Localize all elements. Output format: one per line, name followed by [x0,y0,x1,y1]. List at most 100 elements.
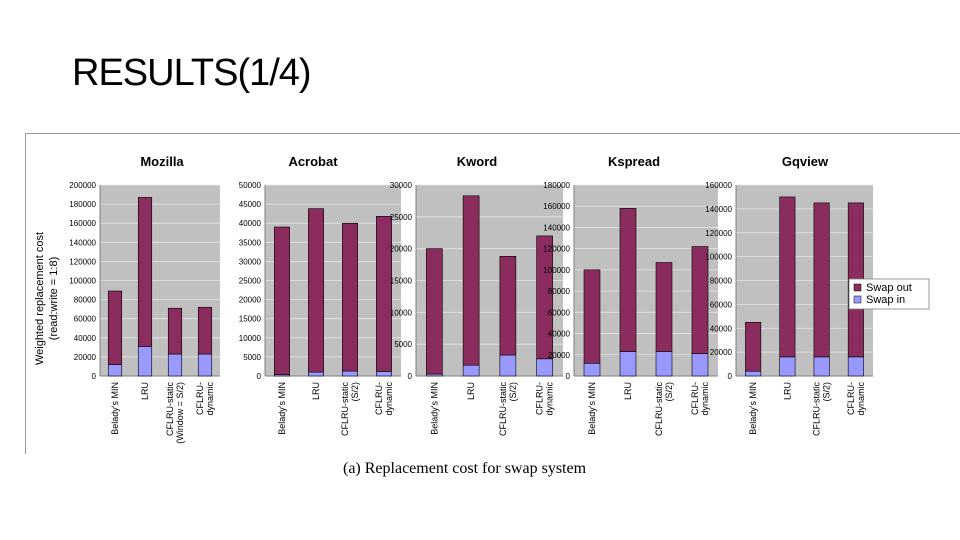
x-tick-label: CFLRU-dynamic [535,382,555,416]
bar-swap-in [655,351,673,377]
bar-swap-out [462,195,480,366]
y-tick-label: 15000 [239,315,262,324]
bar-swap-in [583,362,601,377]
bar-swap-out [426,248,443,375]
x-tick-label-line: CFLRU- [195,382,205,415]
chart-acrobat: Acrobat 0 5000 10000 15000 20000 25000 30000 350… [239,154,401,436]
y-tick-label: 20000 [74,353,97,362]
x-tick-label: LRU [140,382,150,400]
bar-swap-out [499,256,517,356]
y-tick-label: 80000 [710,277,733,286]
x-tick-label-line: LRU [311,382,321,400]
page-title: RESULTS(1/4) [72,52,312,94]
y-tick-label: 25000 [239,277,262,286]
y-tick-label: 100000 [69,277,96,286]
y-tick-label: 120000 [69,257,96,266]
figure-panel: Weighted replacement cost (read:write = 1… [25,133,960,454]
x-tick-label-line: (Window = S/2) [175,382,185,444]
y-tick-label: 140000 [543,223,570,232]
y-tick-label: 160000 [69,219,96,228]
x-tick-label-line: CFLRU- [535,382,545,415]
y-tick-label: 30000 [239,257,262,266]
y-tick-label: 140000 [69,238,96,247]
bar-swap-in [691,353,709,377]
y-tick-label: 40000 [548,330,571,339]
x-tick-label-line: CFLRU- [374,382,384,415]
x-tick-label-line: dynamic [384,382,394,416]
bar-swap-out [308,208,324,373]
y-tick-label: 140000 [705,205,732,214]
bar-swap-in [619,351,637,377]
bar-swap-out [137,197,153,347]
x-tick-label-line: LRU [466,382,476,400]
x-tick-label-line: (S/2) [508,382,518,402]
chart-title: Acrobat [288,154,338,169]
bar-swap-out [655,262,673,352]
chart-kword: Kword 0 5000 10000 15000 20000 25000 30000 Belad… [390,154,563,436]
y-tick-label: 15000 [390,277,413,286]
bar-swap-out [691,246,709,355]
y-tick-label: 35000 [239,238,262,247]
bar-swap-in [813,356,830,377]
x-tick-label-line: Belady's MIN [110,382,120,435]
bar-swap-in [197,353,213,377]
bar-swap-in [779,356,796,377]
x-tick-label: CFLRU-dynamic [374,382,394,416]
legend-swatch-swap-in [853,295,862,304]
replacement-cost-charts: Weighted replacement cost (read:write = 1… [34,154,930,444]
bar-swap-in [107,364,123,377]
bar-swap-out [779,196,796,358]
y-tick-label: 60000 [548,308,571,317]
chart-title: Kword [457,154,498,169]
bar-swap-out [813,202,830,358]
y-tick-label: 60000 [710,300,733,309]
y-tick-label: 0 [728,372,733,381]
x-tick-label: CFLRU-dynamic [195,382,215,416]
x-tick-label: CFLRU-static (S/2) [340,382,360,437]
y-tick-label: 20000 [548,351,571,360]
bar-swap-out [342,222,358,372]
y-tick-label: 20000 [710,348,733,357]
legend-label-swap-in: Swap in [866,294,905,306]
x-tick-label-line: CFLRU- [846,382,856,415]
bar-swap-out [274,226,290,375]
y-tick-label: 200000 [69,181,96,190]
legend-swatch-swap-out [853,283,862,292]
y-tick-label: 60000 [74,315,97,324]
chart-mozilla: Mozilla 0 20000 40000 60000 80000 100000 120000… [69,154,220,444]
x-tick-label-line: dynamic [700,382,710,416]
x-tick-label-line: (S/2) [350,382,360,402]
y-tick-label: 40000 [74,334,97,343]
y-tick-label: 0 [92,372,97,381]
y-tick-label: 100000 [543,266,570,275]
y-tick-label: 120000 [705,229,732,238]
x-tick-label: LRU [623,382,633,400]
legend-box [848,278,930,310]
figure-caption: (a) Replacement cost for swap system [343,460,587,477]
bar-swap-out [107,290,123,365]
y-tick-label: 0 [257,372,262,381]
y-tick-label: 0 [566,372,571,381]
bar-swap-out [167,307,183,355]
chart-title: Kspread [608,154,660,169]
x-tick-label-line: (S/2) [664,382,674,402]
y-tick-label: 120000 [543,245,570,254]
x-tick-label-line: CFLRU-static [498,382,508,437]
y-tick-label: 80000 [74,296,97,305]
chart-title: Gqview [782,154,829,169]
y-tick-label: 25000 [390,213,413,222]
bar-swap-in [137,346,153,377]
x-tick-label-line: Belady's MIN [748,382,758,435]
bar-swap-in [745,370,762,377]
bar-swap-out [745,321,762,372]
x-tick-label-line: LRU [782,382,792,400]
x-tick-label-line: dynamic [856,382,866,416]
y-tick-label: 10000 [390,308,413,317]
y-tick-label: 5000 [394,340,412,349]
x-tick-label-line: Belady's MIN [429,382,439,435]
bar-swap-in [308,371,324,377]
x-tick-label: CFLRU-static (S/2) [654,382,674,437]
x-tick-label-line: CFLRU-static [654,382,664,437]
x-tick-label-line: Belady's MIN [277,382,287,435]
